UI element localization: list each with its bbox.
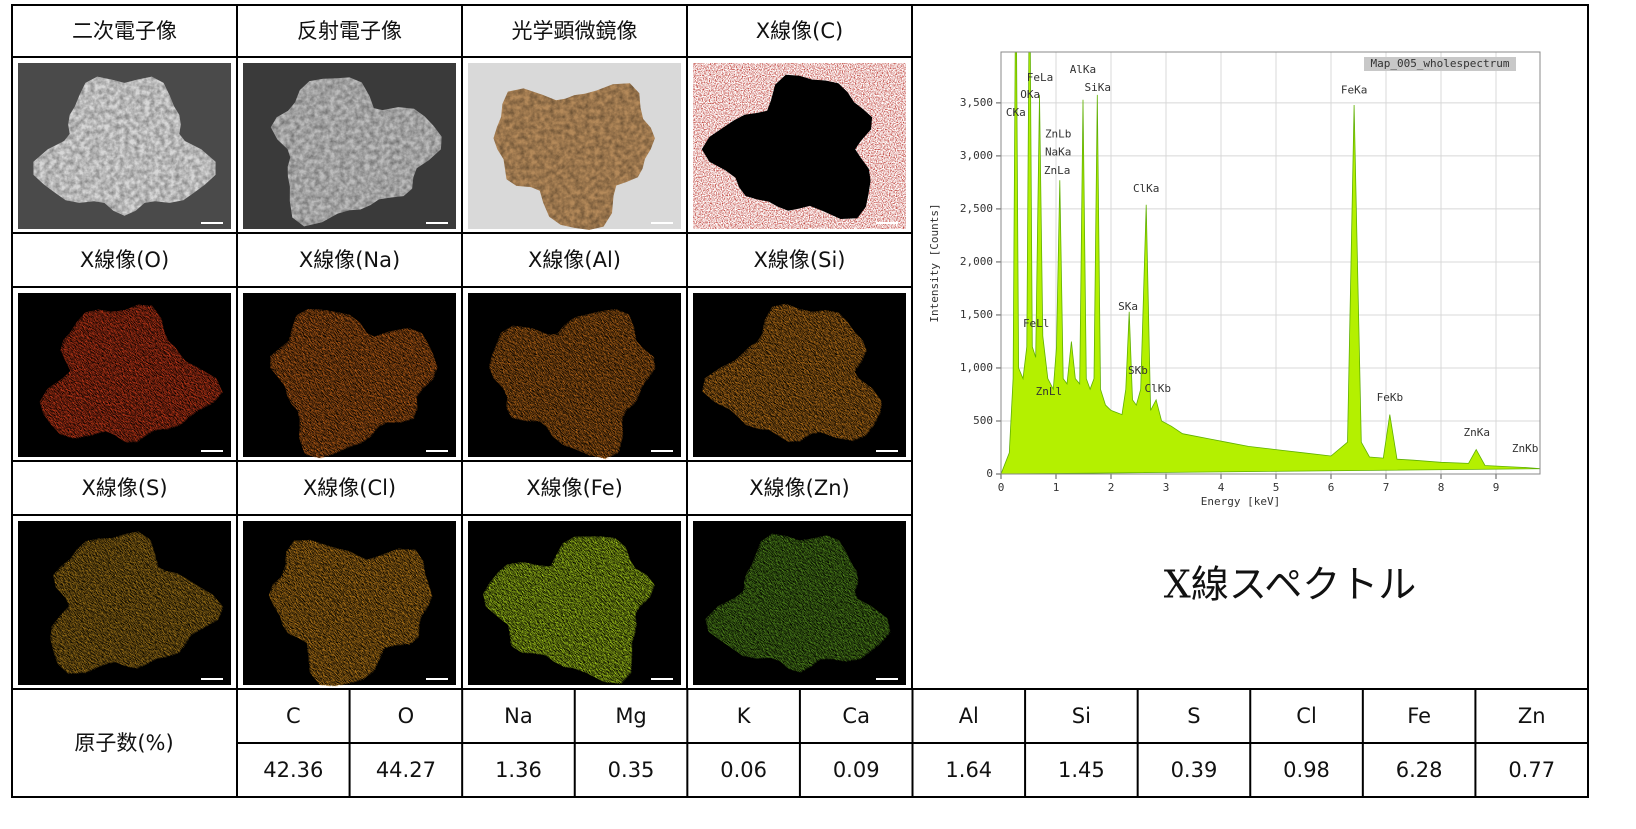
element-name: Mg: [615, 704, 646, 728]
peak-label: ZnKa: [1464, 426, 1491, 439]
peak-label: ZnLl: [1036, 385, 1063, 398]
panel-image: [468, 63, 681, 230]
y-tick-label: 2,500: [960, 202, 993, 215]
peak-label: ZnLa: [1044, 164, 1071, 177]
document: X線スペクトル 二次電子像 反射電子像 光学顕微鏡像 X線像(C) X線像(O) X線像(…: [0, 0, 1636, 829]
atomic-percent: 1.64: [945, 758, 992, 782]
element-name: Fe: [1407, 704, 1431, 728]
panel-label: X線像(Cl): [303, 476, 396, 500]
peak-label: ZnKb: [1512, 442, 1539, 455]
element-name: Al: [959, 704, 979, 728]
panel-image: [243, 521, 456, 687]
panel-image: [18, 293, 231, 457]
x-axis-label: Energy [keV]: [1201, 495, 1280, 508]
peak-label: FeLl: [1023, 317, 1050, 330]
atomic-percent: 42.36: [263, 758, 323, 782]
peak-label: ClKa: [1133, 182, 1160, 195]
x-tick-label: 9: [1493, 481, 1500, 494]
y-tick-label: 0: [986, 467, 993, 480]
panel-image: [18, 63, 231, 229]
x-tick-label: 3: [1163, 481, 1170, 494]
element-name: Zn: [1518, 704, 1546, 728]
panel-label: 光学顕微鏡像: [512, 19, 638, 43]
y-tick-label: 3,500: [960, 96, 993, 109]
legend-label: Map_005_wholespectrum: [1370, 57, 1509, 70]
atomic-percent: 0.09: [833, 758, 880, 782]
panel-image: [693, 293, 906, 457]
peak-label: SKb: [1128, 364, 1148, 377]
panel-label: X線像(Si): [754, 248, 846, 272]
peak-label: AlKa: [1070, 63, 1097, 76]
x-tick-label: 4: [1218, 481, 1225, 494]
element-name: Cl: [1296, 704, 1317, 728]
panel-image: [18, 521, 231, 685]
atomic-percent: 1.36: [495, 758, 542, 782]
y-tick-label: 3,000: [960, 149, 993, 162]
peak-label: SKa: [1118, 300, 1138, 313]
peak-label: SiKa: [1085, 81, 1112, 94]
x-tick-label: 7: [1383, 481, 1390, 494]
panel-image: [243, 293, 456, 459]
peak-label: ClKb: [1145, 382, 1172, 395]
y-tick-label: 1,000: [960, 361, 993, 374]
element-name: Si: [1072, 704, 1091, 728]
element-name: C: [286, 704, 301, 728]
spectrum-caption: X線スペクトル: [1164, 563, 1416, 607]
panel-image: [693, 521, 906, 685]
atomic-percent: 0.06: [720, 758, 767, 782]
panel-label: X線像(O): [80, 248, 169, 272]
atomic-percent: 1.45: [1058, 758, 1105, 782]
atomic-percent: 0.35: [608, 758, 655, 782]
atomic-percent: 0.39: [1171, 758, 1218, 782]
panel-label: 二次電子像: [72, 19, 177, 43]
table-header: 原子数(%): [74, 731, 173, 755]
atomic-percent: 44.27: [376, 758, 436, 782]
y-tick-label: 1,500: [960, 308, 993, 321]
panel-label: X線像(Fe): [526, 476, 623, 500]
panel-label: X線像(S): [81, 476, 167, 500]
panel-label: X線像(Al): [528, 248, 621, 272]
panel-image: [468, 521, 681, 685]
panel-label: X線像(Na): [299, 248, 400, 272]
panel-image: [468, 293, 681, 460]
panel-label: 反射電子像: [297, 19, 402, 43]
element-name: K: [737, 704, 752, 728]
atomic-percent: 6.28: [1396, 758, 1443, 782]
y-tick-label: 2,000: [960, 255, 993, 268]
peak-label: FeLa: [1027, 71, 1054, 84]
peak-label: CKa: [1006, 106, 1026, 119]
page: X線スペクトル 二次電子像 反射電子像 光学顕微鏡像 X線像(C) X線像(O) X線像(…: [0, 0, 1636, 829]
element-name: S: [1187, 704, 1200, 728]
panel-label: X線像(Zn): [749, 476, 849, 500]
y-tick-label: 500: [973, 414, 993, 427]
peak-label: NaKa: [1045, 146, 1072, 159]
x-tick-label: 0: [998, 481, 1005, 494]
x-tick-label: 1: [1053, 481, 1060, 494]
peak-label: OKa: [1020, 88, 1040, 101]
y-axis-label: Intensity [Counts]: [928, 203, 941, 322]
atomic-percent: 0.77: [1508, 758, 1555, 782]
atomic-percent: 0.98: [1283, 758, 1330, 782]
peak-label: FeKa: [1341, 84, 1368, 97]
element-name: O: [398, 704, 415, 728]
x-tick-label: 6: [1328, 481, 1335, 494]
element-name: Na: [504, 704, 533, 728]
peak-label: ZnLb: [1045, 128, 1072, 141]
x-tick-label: 2: [1108, 481, 1115, 494]
x-tick-label: 5: [1273, 481, 1280, 494]
panel-image: [243, 63, 456, 229]
panel-label: X線像(C): [756, 19, 843, 43]
peak-label: FeKb: [1377, 391, 1404, 404]
element-name: Ca: [842, 704, 870, 728]
panel-image: [693, 63, 906, 229]
x-tick-label: 8: [1438, 481, 1445, 494]
